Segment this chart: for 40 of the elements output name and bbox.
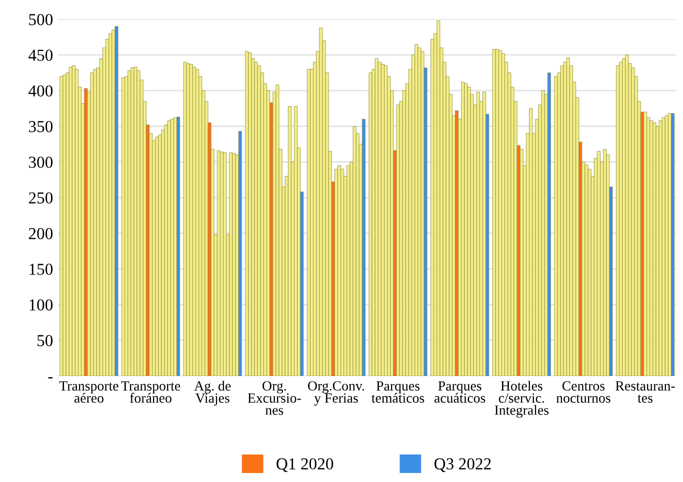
bar [238, 131, 242, 376]
bar [114, 26, 118, 376]
x-tick-label: Centros nocturnos [556, 381, 610, 403]
bar [223, 152, 227, 376]
x-tick-label: Parques temáticos [372, 381, 424, 403]
y-tick-label: 300 [28, 156, 53, 168]
y-tick-label: 150 [30, 264, 53, 275]
y-tick-label: 250 [28, 192, 53, 204]
bar [352, 126, 356, 376]
x-tick-label: Hoteles c/servic. Integrales [494, 380, 549, 418]
bar [164, 124, 168, 376]
x-tick-label: Restauran- tes [616, 381, 675, 403]
x-tick-label: Parques acuáticos [434, 381, 486, 403]
bar [176, 116, 180, 376]
x-tick-label: Transporte foráneo [121, 381, 180, 403]
y-tick-label: - [48, 377, 53, 378]
legend-label: Q3 2022 [434, 458, 491, 472]
bar [183, 62, 187, 376]
bar [560, 65, 564, 376]
bar [658, 120, 662, 376]
x-tick-label: Org. Excursio- nes [248, 381, 301, 415]
y-tick-label: 200 [28, 228, 53, 240]
y-tick-label: 450 [28, 50, 53, 61]
bar [541, 90, 545, 376]
x-tick-label: Ag. de Viajes [194, 380, 231, 406]
bar [547, 72, 551, 376]
bar [671, 113, 675, 376]
bar [93, 69, 97, 376]
bar [276, 84, 280, 376]
legend-label: Q1 2020 [276, 458, 334, 472]
bar [362, 118, 366, 376]
y-tick-label: 50 [37, 334, 53, 346]
x-tick-label: Transporte aéreo [59, 381, 118, 403]
y-tick-label: 100 [30, 299, 53, 311]
y-tick-label: 400 [28, 85, 53, 97]
y-tick-label: 500 [29, 14, 53, 26]
bar [254, 62, 258, 376]
y-tick-label: 350 [28, 120, 53, 132]
x-tick-label: Org.Conv. y Ferias [308, 381, 364, 406]
bar [588, 168, 592, 376]
